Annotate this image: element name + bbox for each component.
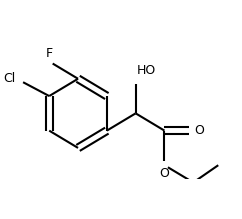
Text: Cl: Cl — [3, 72, 15, 85]
Text: HO: HO — [137, 64, 156, 77]
Text: F: F — [46, 47, 53, 60]
Text: O: O — [194, 124, 204, 137]
Text: O: O — [159, 167, 169, 180]
